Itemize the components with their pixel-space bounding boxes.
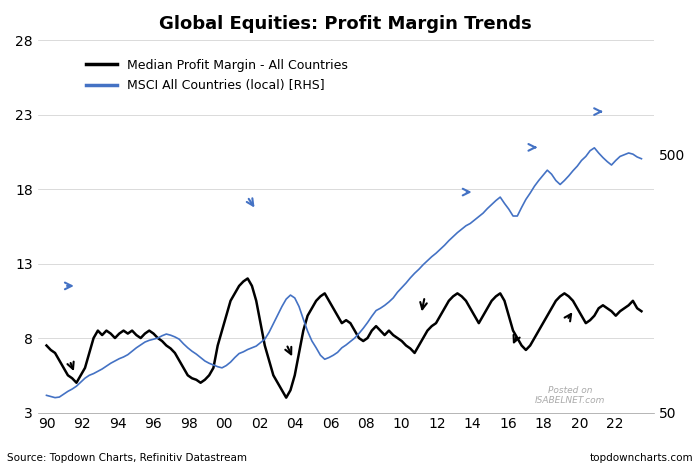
Legend: Median Profit Margin - All Countries, MSCI All Countries (local) [RHS]: Median Profit Margin - All Countries, MS…	[80, 54, 353, 97]
Title: Global Equities: Profit Margin Trends: Global Equities: Profit Margin Trends	[160, 15, 532, 33]
Text: Posted on
ISABELNET.com: Posted on ISABELNET.com	[536, 385, 606, 405]
Text: topdowncharts.com: topdowncharts.com	[589, 452, 693, 463]
Text: Source: Topdown Charts, Refinitiv Datastream: Source: Topdown Charts, Refinitiv Datast…	[7, 452, 247, 463]
